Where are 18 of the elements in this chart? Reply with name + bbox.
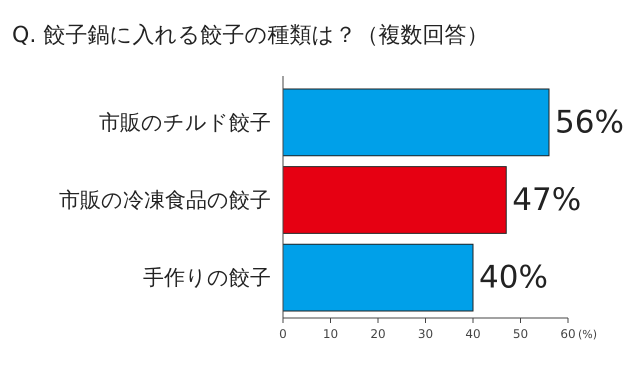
x-tick-label: 50 — [512, 327, 528, 341]
data-label: 40% — [479, 260, 548, 296]
x-tick-label: 20 — [370, 327, 386, 341]
data-label: 47% — [512, 182, 582, 218]
x-axis-title: (%) — [578, 328, 598, 341]
x-tick-label: 60 — [560, 327, 576, 341]
bar — [282, 244, 474, 312]
y-tick-label: 市販の冷凍食品の餃子 — [59, 188, 271, 212]
y-tick-label: 手作りの餃子 — [143, 266, 271, 290]
x-tick-label: 30 — [418, 327, 434, 341]
x-tick-label: 0 — [279, 327, 287, 341]
x-tick-label: 10 — [322, 327, 338, 341]
x-tick-label: 40 — [465, 327, 481, 341]
y-tick-label: 市販のチルド餃子 — [99, 110, 271, 134]
data-label: 56% — [555, 104, 624, 140]
bar — [282, 166, 507, 234]
bar — [282, 88, 550, 156]
chart-title: Q. 餃子鍋に入れる餃子の種類は？（複数回答） — [12, 23, 488, 48]
